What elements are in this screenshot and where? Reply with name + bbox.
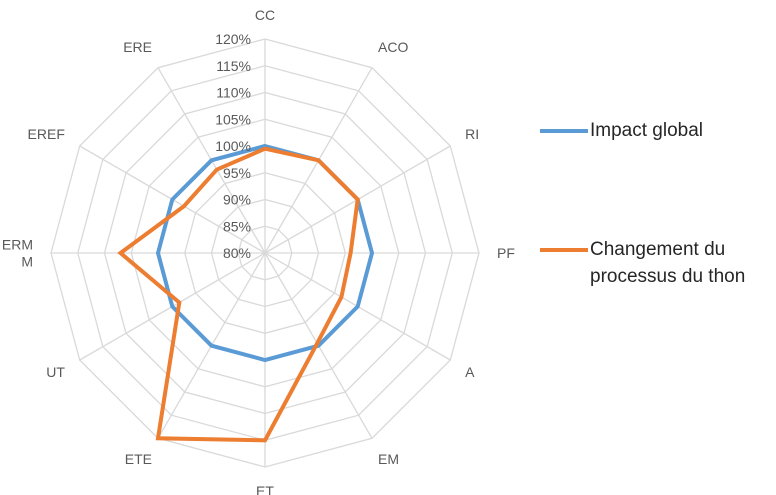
category-label-pf: PF: [497, 245, 515, 261]
axis-spokes: [51, 39, 479, 467]
tick-label-85: 85%: [223, 218, 251, 234]
category-label-ut: UT: [46, 364, 65, 380]
legend-swatch-impact-global: [540, 129, 588, 133]
tick-label-105: 105%: [215, 111, 251, 127]
tick-label-95: 95%: [223, 165, 251, 181]
legend-label-line-1: Changement du: [590, 239, 726, 260]
legend-swatch-changement-processus: [540, 248, 588, 252]
category-labels: CC ACO RI PF A EM ET ETE UT ERM M EREF ERE: [2, 7, 515, 495]
category-label-em: EM: [378, 451, 399, 467]
category-label-et: ET: [256, 483, 274, 495]
tick-label-120: 120%: [215, 31, 251, 47]
legend-label-impact-global: Impact global: [590, 120, 704, 141]
legend-label-line-2: processus du thon: [590, 266, 746, 287]
series-line-1: [117, 146, 360, 443]
tick-label-100: 100%: [215, 138, 251, 154]
tick-label-80: 80%: [223, 245, 251, 261]
legend-item-impact-global: Impact global: [540, 117, 703, 144]
category-label-erm-m: ERM M: [2, 237, 33, 270]
category-label-ere: ERE: [123, 39, 152, 55]
legend-label-changement-processus: Changement du processus du thon: [590, 236, 745, 290]
tick-label-110: 110%: [216, 85, 251, 101]
category-label-cc: CC: [255, 7, 275, 23]
legend-item-changement-processus: Changement du processus du thon: [540, 236, 745, 290]
category-label-a: A: [465, 364, 475, 380]
category-label-ri: RI: [465, 126, 479, 142]
category-label-aco: ACO: [378, 39, 408, 55]
tick-label-115: 115%: [216, 58, 251, 74]
category-label-eref: EREF: [28, 126, 65, 142]
series-lines: [117, 143, 375, 443]
radial-tick-labels: 80% 85% 90% 95% 100% 105% 110% 115% 120%: [215, 31, 251, 261]
tick-label-90: 90%: [223, 192, 251, 208]
category-label-ete: ETE: [125, 451, 152, 467]
